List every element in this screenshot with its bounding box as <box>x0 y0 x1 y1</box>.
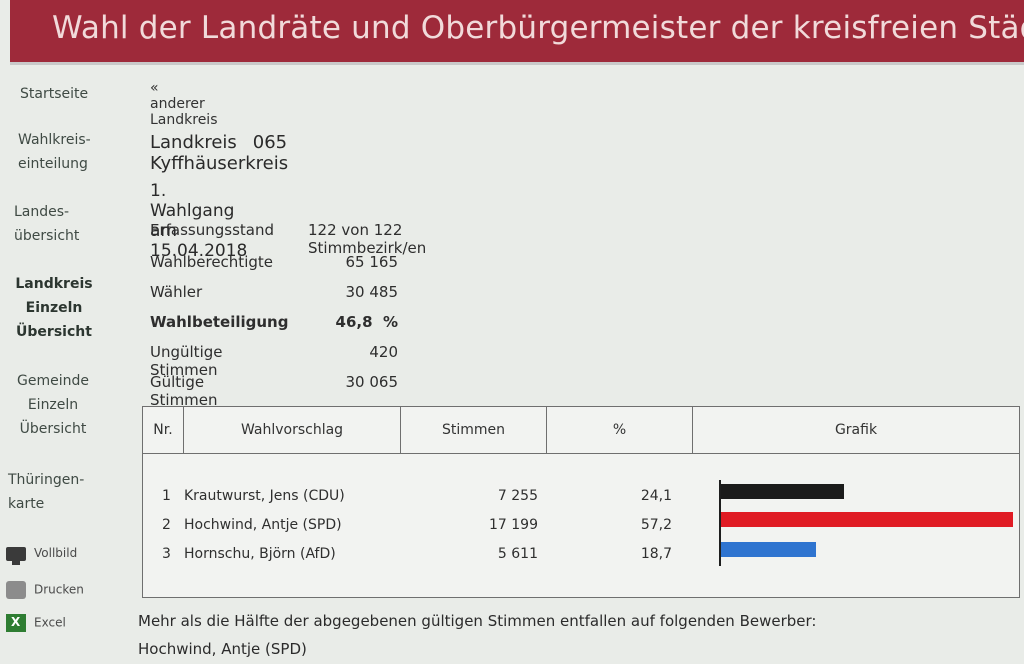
nav-thueringenkarte[interactable]: Thüringen- karte <box>8 468 84 516</box>
majority-winner: Hochwind, Antje (SPD) <box>138 640 307 658</box>
stat-value: 122 von 122 Stimmbezirk/en <box>308 221 427 257</box>
anderer-landkreis-link[interactable]: « anderer Landkreis <box>150 80 218 128</box>
nav-startseite[interactable]: Startseite <box>20 82 88 106</box>
nav-label: Übersicht <box>16 324 92 340</box>
nav-label: Thüringen- <box>8 472 85 488</box>
nav-wahlkreiseinteilung[interactable]: Wahlkreis- einteilung <box>18 128 91 176</box>
tool-label: Excel <box>34 615 66 630</box>
nav-label: Landkreis <box>15 276 93 292</box>
table-header: Nr. Wahlvorschlag Stimmen % Grafik <box>143 407 1019 454</box>
header-percent: % <box>547 407 693 453</box>
nav-label: Einzeln <box>27 397 79 413</box>
nav-gemeinde-einzeln[interactable]: Gemeinde Einzeln Übersicht <box>10 369 96 441</box>
page-title: Wahl der Landräte und Oberbürgermeister … <box>52 10 1024 46</box>
stat-label: Wahlbeteiligung <box>150 313 289 331</box>
cell-percent: 57,2 <box>640 517 672 533</box>
sidebar: Startseite Wahlkreis- einteilung Landes-… <box>0 66 120 664</box>
nav-label: übersicht <box>14 228 80 244</box>
grafik-bar-spd <box>721 512 1013 527</box>
nav-landkreis-einzeln[interactable]: Landkreis Einzeln Übersicht <box>14 272 94 344</box>
kreis-label: Landkreis <box>150 132 237 153</box>
stat-label: Erfassungsstand <box>150 221 275 239</box>
majority-note: Mehr als die Hälfte der abgegebenen gült… <box>138 612 817 630</box>
excel-icon <box>6 614 26 632</box>
nav-label: Gemeinde <box>17 373 89 389</box>
stat-value: 30 485 <box>345 283 399 301</box>
cell-percent: 18,7 <box>640 546 672 562</box>
grafik-axis <box>719 480 721 566</box>
vollbild-button[interactable]: Vollbild <box>6 546 78 565</box>
stat-value: 420 <box>369 343 398 361</box>
cell-percent: 24,1 <box>640 488 672 504</box>
drucken-button[interactable]: Drucken <box>6 581 84 599</box>
header-stimmen: Stimmen <box>401 407 547 453</box>
nav-label: Einzeln <box>25 300 83 316</box>
tool-label: Drucken <box>34 582 84 597</box>
cell-stimmen: 5 611 <box>497 546 538 562</box>
nav-label: Startseite <box>20 86 89 102</box>
stat-value: 65 165 <box>345 253 399 271</box>
nav-landesuebersicht[interactable]: Landes- übersicht <box>14 200 79 248</box>
wahlgang-heading: 1. Wahlgang am 15.04.2018 <box>150 181 248 261</box>
nav-label: Landes- <box>14 204 70 220</box>
cell-nr: 3 <box>162 546 171 562</box>
stat-value: 30 065 <box>345 373 399 391</box>
header-nr: Nr. <box>143 407 184 453</box>
stat-label: Ungültige Stimmen <box>150 343 223 379</box>
stat-label: Wahlberechtigte <box>150 253 273 271</box>
kreis-heading: Landkreis 065 Kyffhäuserkreis <box>150 132 304 174</box>
nav-label: karte <box>8 496 45 512</box>
cell-name: Hornschu, Björn (AfD) <box>184 546 336 562</box>
header-wahlvorschlag: Wahlvorschlag <box>184 407 401 453</box>
stat-value: 46,8 % <box>335 313 398 331</box>
cell-stimmen: 7 255 <box>497 488 538 504</box>
cell-stimmen: 17 199 <box>489 517 538 533</box>
cell-name: Hochwind, Antje (SPD) <box>184 517 342 533</box>
stat-label: Wähler <box>150 283 203 301</box>
nav-label: Übersicht <box>19 421 87 437</box>
cell-name: Krautwurst, Jens (CDU) <box>184 488 345 504</box>
excel-button[interactable]: Excel <box>6 614 66 632</box>
grafik-bar-cdu <box>721 484 844 499</box>
grafik-bar-afd <box>721 542 816 557</box>
printer-icon <box>6 581 26 599</box>
cell-nr: 1 <box>162 488 171 504</box>
nav-label: Wahlkreis- <box>18 132 91 148</box>
stat-label: Gültige Stimmen <box>150 373 218 409</box>
cell-nr: 2 <box>162 517 171 533</box>
header-banner: Wahl der Landräte und Oberbürgermeister … <box>10 0 1024 65</box>
header-grafik: Grafik <box>834 422 878 438</box>
tool-label: Vollbild <box>34 546 78 560</box>
kreis-name: 065 Kyffhäuserkreis <box>150 132 289 174</box>
monitor-icon <box>6 546 26 565</box>
results-table: Nr. Wahlvorschlag Stimmen % Grafik <box>142 406 1020 598</box>
nav-label: einteilung <box>18 156 88 172</box>
